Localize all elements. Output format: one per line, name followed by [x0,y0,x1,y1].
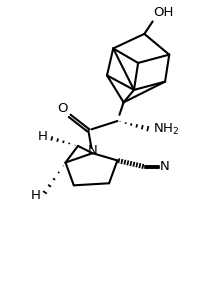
Text: N: N [88,144,97,157]
Text: OH: OH [154,7,174,19]
Text: H: H [31,189,41,202]
Text: H: H [37,130,47,143]
Text: O: O [57,102,68,115]
Text: N: N [160,160,170,173]
Text: NH$_2$: NH$_2$ [153,122,179,137]
